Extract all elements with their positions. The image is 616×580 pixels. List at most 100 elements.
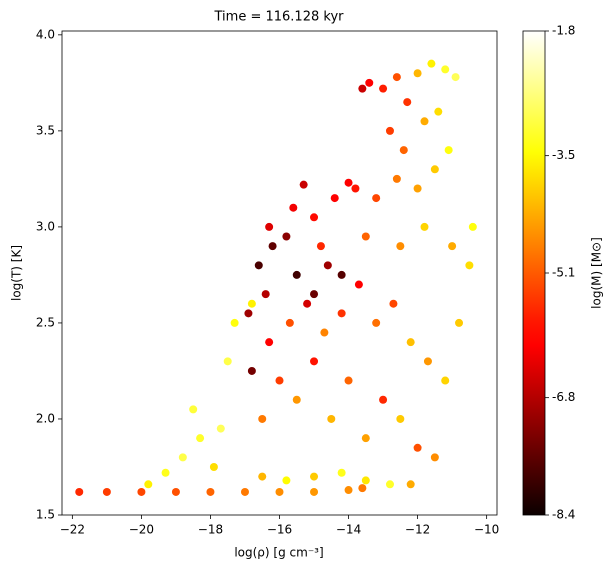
point xyxy=(323,261,332,270)
point xyxy=(455,318,464,327)
point xyxy=(310,357,319,366)
x-tick-label: −14 xyxy=(336,523,361,537)
colorbar-tick-label: -1.8 xyxy=(552,24,575,38)
point xyxy=(406,480,415,489)
point xyxy=(265,338,274,347)
point xyxy=(396,414,405,423)
point xyxy=(102,487,111,496)
chart-title: Time = 116.128 kyr xyxy=(214,10,345,25)
point xyxy=(392,73,401,82)
point xyxy=(413,184,422,193)
point xyxy=(420,222,429,231)
point xyxy=(316,242,325,251)
point xyxy=(372,318,381,327)
point xyxy=(337,468,346,477)
point xyxy=(430,453,439,462)
point xyxy=(413,69,422,78)
point xyxy=(244,309,253,318)
point xyxy=(423,357,432,366)
y-tick-label: 4.0 xyxy=(36,27,55,41)
y-tick-label: 3.5 xyxy=(36,123,55,137)
colorbar-tick-label: -8.4 xyxy=(552,508,575,522)
point xyxy=(303,299,312,308)
point xyxy=(403,98,412,107)
point xyxy=(247,366,256,375)
point xyxy=(361,476,370,485)
point xyxy=(344,178,353,187)
point xyxy=(240,487,249,496)
point xyxy=(434,107,443,116)
point xyxy=(320,328,329,337)
point xyxy=(441,65,450,74)
point xyxy=(310,487,319,496)
point xyxy=(75,487,84,496)
point xyxy=(144,480,153,489)
point xyxy=(385,480,394,489)
point xyxy=(361,232,370,241)
y-axis-label: log(T) [K] xyxy=(10,245,24,301)
point xyxy=(289,203,298,212)
point xyxy=(361,434,370,443)
point xyxy=(223,357,232,366)
x-tick-label: −22 xyxy=(60,523,85,537)
point xyxy=(189,405,198,414)
point xyxy=(310,213,319,222)
point xyxy=(337,270,346,279)
point xyxy=(137,487,146,496)
point xyxy=(285,318,294,327)
point xyxy=(209,462,218,471)
point xyxy=(310,472,319,481)
colorbar-tick-label: -3.5 xyxy=(552,148,575,162)
colorbar-label: log(M) [M⊙] xyxy=(590,237,604,309)
point xyxy=(451,73,460,82)
point xyxy=(254,261,263,270)
x-tick-label: −16 xyxy=(267,523,292,537)
point xyxy=(389,299,398,308)
point xyxy=(385,126,394,135)
colorbar-tick-label: -5.1 xyxy=(552,266,575,280)
point xyxy=(196,434,205,443)
point xyxy=(171,487,180,496)
y-tick-label: 2.5 xyxy=(36,315,55,329)
point xyxy=(327,414,336,423)
point xyxy=(372,194,381,203)
point xyxy=(275,376,284,385)
x-tick-label: −10 xyxy=(474,523,499,537)
point xyxy=(292,395,301,404)
point xyxy=(178,453,187,462)
point xyxy=(379,395,388,404)
colorbar xyxy=(522,30,546,516)
y-tick-label: 3.0 xyxy=(36,219,55,233)
point xyxy=(468,222,477,231)
point xyxy=(427,59,436,68)
point xyxy=(261,290,270,299)
point xyxy=(230,318,239,327)
point xyxy=(344,486,353,495)
point xyxy=(282,232,291,241)
point xyxy=(365,78,374,87)
point xyxy=(441,376,450,385)
point xyxy=(330,194,339,203)
point xyxy=(465,261,474,270)
colorbar-tick-label: -6.8 xyxy=(552,390,575,404)
point xyxy=(344,376,353,385)
point xyxy=(430,165,439,174)
x-axis-label: log(ρ) [g cm⁻³] xyxy=(234,546,323,560)
point xyxy=(258,414,267,423)
point xyxy=(358,84,367,93)
point xyxy=(396,242,405,251)
point xyxy=(406,338,415,347)
point xyxy=(399,146,408,155)
point xyxy=(337,309,346,318)
point xyxy=(258,472,267,481)
point xyxy=(299,180,308,189)
point xyxy=(420,117,429,126)
y-tick-label: 2.0 xyxy=(36,411,55,425)
point xyxy=(448,242,457,251)
point xyxy=(206,487,215,496)
x-tick-label: −20 xyxy=(129,523,154,537)
point xyxy=(268,242,277,251)
point xyxy=(161,468,170,477)
x-tick-label: −12 xyxy=(405,523,430,537)
